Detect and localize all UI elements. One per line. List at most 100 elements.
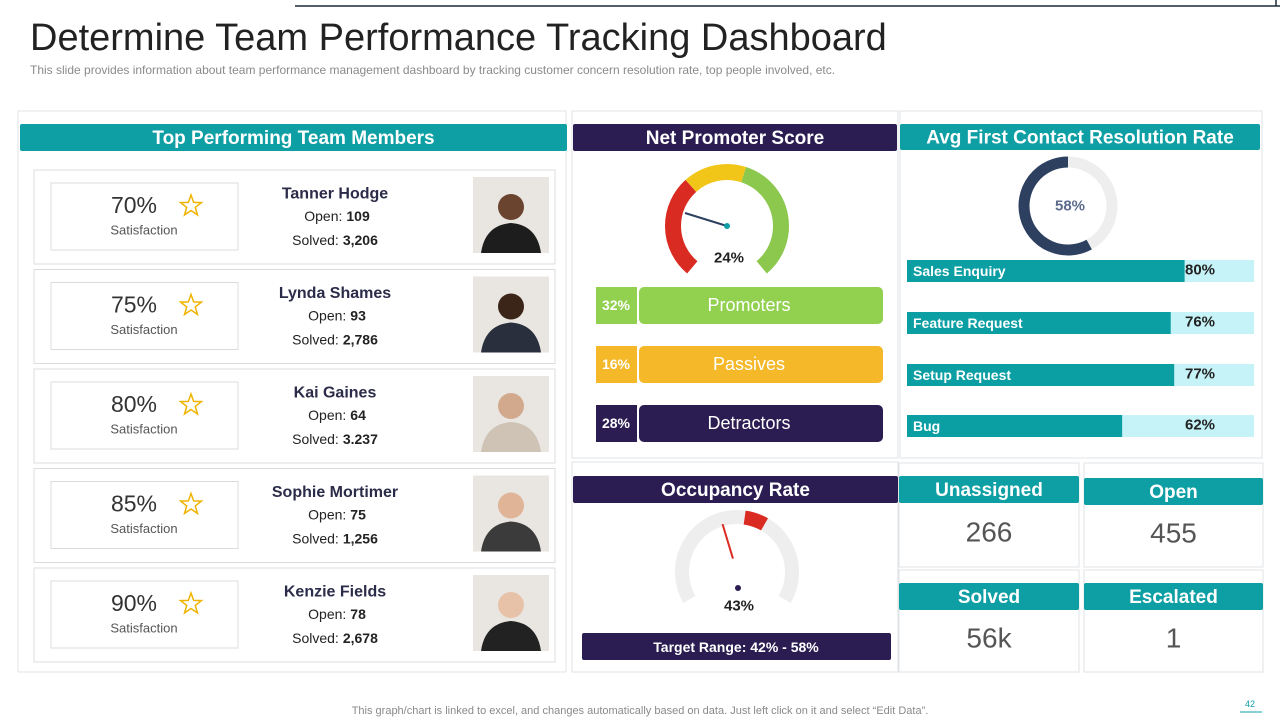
segment-share: 28%	[602, 415, 631, 431]
photo-body	[481, 322, 541, 353]
open-count: Open: 64	[308, 407, 366, 423]
open-label: Open:	[308, 606, 346, 622]
open-label: Open:	[308, 507, 346, 523]
panel-frames	[17, 110, 1264, 673]
star-icon	[178, 590, 204, 615]
open-label: Open:	[308, 407, 346, 423]
satisfaction-box	[50, 481, 239, 549]
resolution-label: 62%	[1185, 417, 1215, 434]
panel-header	[900, 124, 1260, 150]
title: Determine Team Performance Tracking Dash…	[30, 17, 887, 59]
solved-label: Solved:	[292, 630, 339, 646]
segment-name: Passives	[713, 354, 785, 374]
occupancy-label: 43%	[724, 598, 754, 615]
panel-header	[573, 124, 897, 151]
satisfaction-box	[50, 381, 239, 450]
member-name: Tanner Hodge	[282, 186, 388, 203]
panel-header-title: Occupancy Rate	[661, 480, 810, 501]
satisfaction-value: 80%	[111, 391, 157, 417]
panel-header	[1084, 583, 1263, 610]
solved-value: 3,206	[343, 232, 378, 248]
ticket-value: 455	[1150, 518, 1197, 549]
open-value: 109	[346, 208, 370, 224]
occupancy-hub	[735, 585, 741, 591]
solved-value: 3.237	[343, 431, 378, 447]
resolution-name: Setup Request	[913, 367, 1011, 383]
occupancy-target-arc	[743, 510, 768, 531]
page-number: 42	[1245, 699, 1255, 709]
open-label: Open:	[304, 208, 342, 224]
satisfaction-box	[50, 282, 239, 350]
panel-header-title: Avg First Contact Resolution Rate	[926, 128, 1234, 149]
segment-share-box	[596, 405, 637, 442]
occupancy-needle	[721, 523, 734, 559]
solved-count: Solved: 3,206	[292, 232, 378, 248]
panel-header-title: Solved	[958, 587, 1020, 608]
satisfaction-box	[50, 182, 239, 251]
satisfaction-label: Satisfaction	[110, 223, 177, 238]
solved-count: Solved: 1,256	[292, 531, 378, 547]
satisfaction-label: Satisfaction	[110, 621, 177, 636]
photo-head	[498, 492, 524, 519]
photo-body	[481, 521, 541, 552]
solved-label: Solved:	[292, 531, 339, 547]
segment-share: 16%	[602, 356, 631, 372]
gauge-arc-red	[665, 179, 698, 274]
target-range: Target Range: 42% - 58%	[653, 639, 819, 655]
subtitle: This slide provides information about te…	[30, 63, 835, 77]
segment-share: 32%	[602, 297, 631, 313]
satisfaction-box	[50, 580, 239, 649]
open-value: 75	[350, 507, 366, 523]
panel-header	[1084, 478, 1263, 505]
open-value: 64	[350, 407, 366, 423]
satisfaction-label: Satisfaction	[110, 322, 177, 337]
resolution-bar	[907, 415, 1123, 437]
photo-head	[498, 393, 524, 419]
solved-label: Solved:	[292, 332, 339, 348]
segment-share-box	[596, 346, 637, 383]
resolution-bar	[907, 260, 1185, 282]
panel-header	[899, 476, 1079, 503]
solved-count: Solved: 3.237	[292, 431, 378, 447]
panel-header-title: Unassigned	[935, 480, 1043, 501]
solved-value: 2,786	[343, 332, 378, 348]
panel-header	[20, 124, 567, 151]
panel-header-title: Open	[1149, 482, 1198, 503]
ticket-value: 1	[1166, 623, 1182, 654]
photo-head	[498, 592, 524, 618]
solved-value: 2,678	[343, 630, 378, 646]
panel-header-title: Net Promoter Score	[646, 128, 824, 149]
satisfaction-value: 85%	[111, 491, 157, 517]
gauge-arc-green	[740, 167, 789, 274]
open-count: Open: 93	[308, 308, 366, 324]
resolution-name: Bug	[913, 418, 940, 434]
occupancy-track	[675, 510, 799, 603]
satisfaction-value: 70%	[111, 192, 157, 218]
resolution-name: Sales Enquiry	[913, 263, 1006, 279]
gauge-hub	[724, 223, 730, 229]
donut-label: 58%	[1055, 198, 1085, 215]
solved-label: Solved:	[292, 232, 339, 248]
segment-bar	[639, 405, 883, 442]
ticket-value: 266	[966, 517, 1013, 548]
satisfaction-value: 90%	[111, 590, 157, 616]
segment-name: Detractors	[707, 413, 790, 433]
member-name: Sophie Mortimer	[272, 484, 398, 501]
resolution-label: 77%	[1185, 366, 1215, 383]
resolution-name: Feature Request	[913, 315, 1023, 331]
resolution-bar	[907, 312, 1171, 334]
resolution-label: 76%	[1185, 314, 1215, 331]
ticket-value: 56k	[966, 623, 1012, 654]
open-value: 78	[350, 606, 366, 622]
satisfaction-label: Satisfaction	[110, 422, 177, 437]
solved-label: Solved:	[292, 431, 339, 447]
photo-body	[481, 621, 541, 651]
open-count: Open: 109	[304, 208, 370, 224]
open-count: Open: 75	[308, 507, 366, 523]
panel-header-title: Escalated	[1129, 587, 1218, 608]
solved-value: 1,256	[343, 531, 378, 547]
member-name: Kenzie Fields	[284, 584, 386, 601]
photo-body	[481, 223, 541, 253]
star-icon	[178, 391, 204, 416]
